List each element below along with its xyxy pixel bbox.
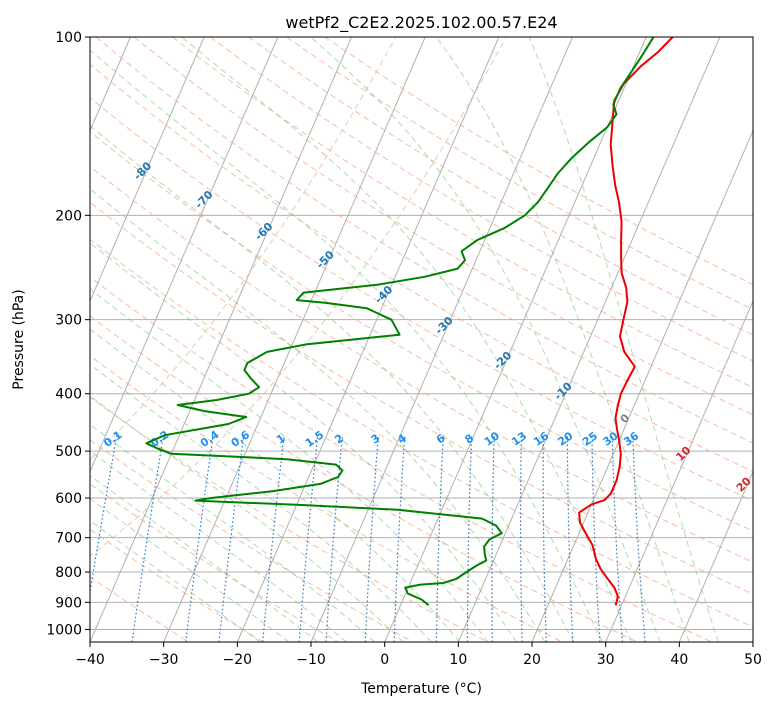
moist-adiabat [310,37,661,642]
theta-e-line [90,37,397,461]
x-tick-label: −10 [296,652,326,668]
mixing-ratio-line [298,435,319,642]
dry-adiabat [90,483,339,642]
mixing-ratio-line [262,435,285,642]
moist-adiabat [90,520,261,642]
moist-adiabat [90,288,489,642]
y-axis-title: Pressure (hPa) [11,289,27,389]
x-tick-label: −30 [149,652,179,668]
x-tick-label: −20 [223,652,253,668]
moist-adiabat [435,37,690,642]
temperature-line [578,37,674,606]
y-tick-label: 900 [55,595,82,611]
moist-adiabat [90,125,575,642]
mixing-ratio-line [325,435,343,642]
isotherm-line [163,37,426,642]
mixing-ratio-line [131,435,165,642]
dry-adiabat [90,576,190,642]
theta-e-line [90,37,507,557]
moist-adiabat [528,37,719,642]
y-tick-label: 200 [55,208,82,224]
chart-title: wetPf2_C2E2.2025.102.00.57.E24 [285,13,557,33]
mixing-ratio-line [491,435,495,642]
moist-adiabat [90,474,319,642]
x-tick-label: 10 [449,652,467,668]
plot-frame [89,36,754,643]
moist-adiabat [90,395,404,642]
x-tick-label: 40 [670,652,688,668]
isotherm-line [605,299,753,642]
y-tick-label: 600 [55,491,82,507]
x-tick-label: 30 [597,652,615,668]
dry-adiabat [90,396,488,642]
mixing-ratio-line [542,435,547,642]
isotherm-line [90,37,205,303]
dry-adiabat [90,439,414,642]
moist-adiabat [90,423,376,642]
y-tick-label: 800 [55,565,82,581]
mixing-ratio-line [90,435,118,596]
y-tick-label: 500 [55,444,82,460]
mixing-ratio-line [466,435,473,642]
x-axis: −40 −30 −20 −10 0 10 20 30 40 50 [75,642,762,668]
x-tick-label: 50 [744,652,762,668]
y-tick-label: 1000 [46,622,82,638]
isotherm-line [384,37,647,642]
dry-adiabat [90,315,638,642]
mixing-ratio-line [364,435,379,642]
moist-adiabat [90,363,432,642]
isotherm-line [90,37,279,473]
y-tick-label: 700 [55,531,82,547]
dry-adiabat [90,276,712,642]
mixing-ratio-line [218,435,245,642]
dry-adiabat [90,238,753,628]
y-tick-label: 400 [55,387,82,403]
x-tick-label: 20 [523,652,541,668]
moist-adiabat [90,49,603,642]
mixing-ratio-line [611,435,623,642]
mixing-ratio-line [520,435,523,642]
x-axis-title: Temperature (°C) [360,681,482,697]
moist-adiabat [90,498,290,642]
dewpoint-line [145,37,655,606]
moist-adiabat [90,242,517,642]
x-tick-label: −40 [75,652,105,668]
profile-series [145,37,674,606]
isotherm-line [90,37,352,642]
mixing-ratio-line [185,435,214,642]
x-tick-label: 0 [380,652,389,668]
y-axis: 100 200 300 400 500 600 700 800 900 1000 [46,30,90,638]
y-tick-label: 300 [55,313,82,329]
isotherm-line [678,470,753,642]
moist-adiabat [181,37,632,642]
mixing-ratio-line [632,435,646,642]
mixing-ratio-line [591,435,601,642]
isotherm-line [457,37,721,642]
isotherm-line [531,129,753,642]
mixing-ratio-line [435,435,444,642]
y-tick-label: 100 [55,30,82,46]
mixing-ratio-line [393,435,406,642]
isotherm-line [236,37,500,642]
mixing-ratio-line [566,435,574,642]
